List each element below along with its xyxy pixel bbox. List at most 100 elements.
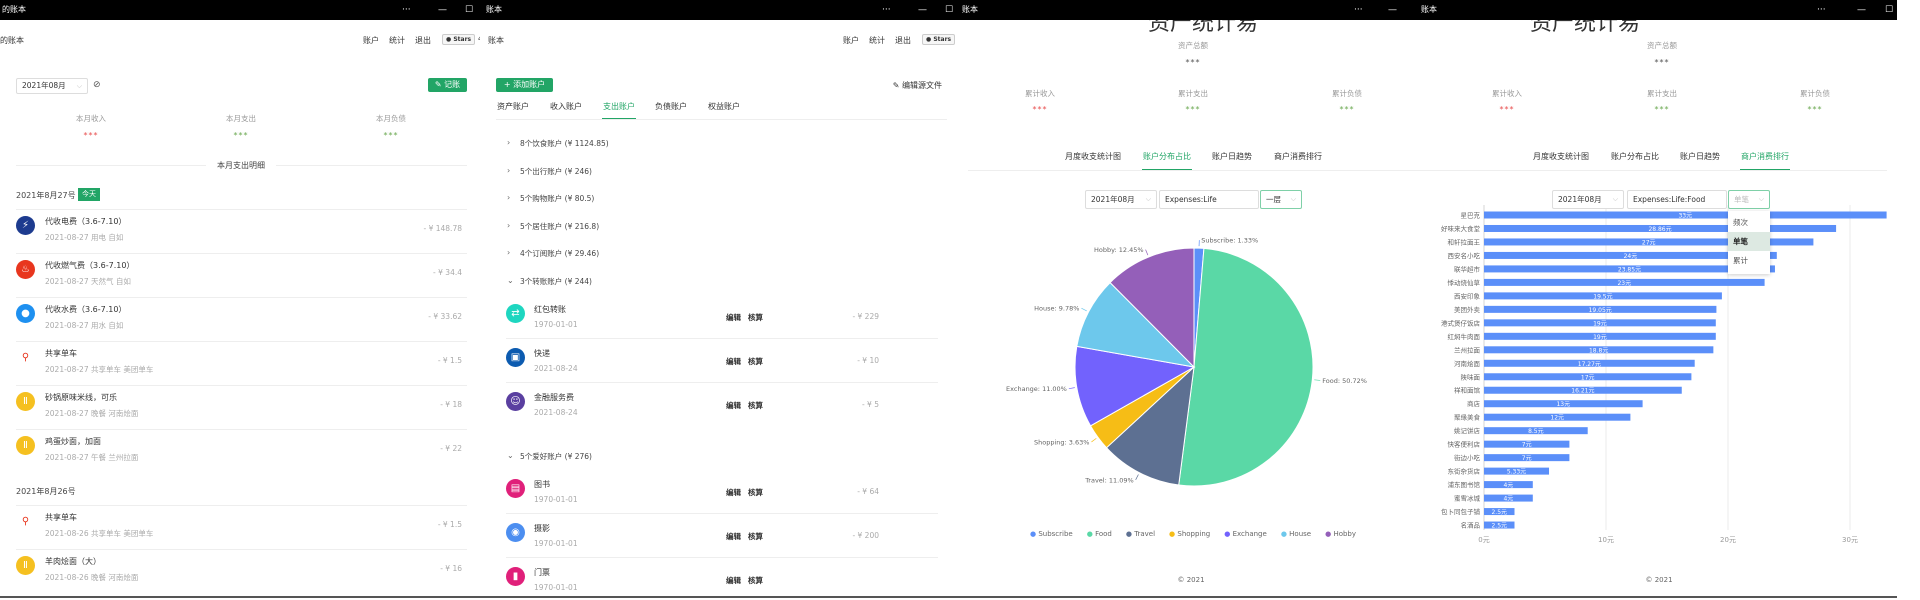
tab-4[interactable]: 权益账户 — [708, 102, 740, 111]
github-stars-button[interactable]: ● Stars — [442, 34, 476, 45]
edit-link[interactable]: 编辑 — [726, 357, 741, 366]
app-title[interactable]: 的账本 — [0, 36, 24, 45]
app-title[interactable]: 账本 — [488, 36, 504, 45]
bar[interactable] — [1484, 224, 1837, 232]
account-group[interactable]: 5个居住账户 (¥ 216.8) — [520, 221, 600, 231]
account-group[interactable]: 5个爱好账户 (¥ 276) — [520, 452, 592, 461]
pie-slice-hobby[interactable] — [1109, 247, 1195, 369]
edit-link[interactable]: 编辑 — [726, 576, 741, 585]
pie-slice-house[interactable] — [1076, 281, 1196, 368]
chart-tab-1[interactable]: 账户分布占比 — [1143, 152, 1191, 161]
bar[interactable] — [1484, 211, 1887, 219]
chart-tab-2[interactable]: 账户日趋势 — [1680, 152, 1720, 161]
transaction-title[interactable]: 代收水费（3.6-7.10） — [45, 305, 127, 314]
nav-stats[interactable]: 统计 — [389, 36, 405, 45]
chart-tab-1[interactable]: 账户分布占比 — [1611, 152, 1659, 161]
chevron-down-icon[interactable]: ⌄ — [507, 451, 514, 460]
nav-logout[interactable]: 退出 — [895, 36, 911, 45]
edit-link[interactable]: 编辑 — [726, 488, 741, 497]
chart-tab-0[interactable]: 月度收支统计图 — [1065, 152, 1121, 161]
nav-logout[interactable]: 退出 — [415, 36, 431, 45]
reconcile-link[interactable]: 核算 — [748, 313, 763, 322]
more-icon[interactable]: ··· — [882, 5, 891, 15]
account-group[interactable]: 3个转账账户 (¥ 244) — [520, 277, 592, 286]
tab-0[interactable]: 资产账户 — [497, 102, 529, 111]
month-select[interactable]: 2021年08月 ⌵ — [16, 78, 88, 94]
bar[interactable] — [1484, 521, 1515, 529]
account-group[interactable]: 5个出行账户 (¥ 246) — [520, 166, 592, 176]
minimize-icon[interactable]: — — [1857, 5, 1866, 15]
bar[interactable] — [1484, 481, 1533, 489]
tab-3[interactable]: 负债账户 — [655, 102, 687, 111]
reconcile-link[interactable]: 核算 — [748, 532, 763, 541]
chart-tab-0[interactable]: 月度收支统计图 — [1533, 152, 1589, 161]
account-name[interactable]: 门票 — [534, 568, 550, 577]
maximize-icon[interactable]: ☐ — [945, 5, 954, 15]
account-input[interactable]: Expenses:Life — [1159, 190, 1259, 209]
transaction-title[interactable]: 共享单车 — [45, 349, 77, 358]
legend-item[interactable]: ● Exchange — [1224, 530, 1267, 538]
account-name[interactable]: 图书 — [534, 480, 550, 489]
account-name[interactable]: 快递 — [534, 349, 550, 358]
mode-option[interactable]: 频次 — [1728, 213, 1770, 232]
minimize-icon[interactable]: — — [438, 5, 447, 15]
chevron-right-icon[interactable]: › — [507, 165, 511, 175]
transaction-title[interactable]: 共享单车 — [45, 513, 77, 522]
minimize-icon[interactable]: — — [918, 5, 927, 15]
transaction-title[interactable]: 鸡蛋炒面，加面 — [45, 437, 101, 446]
bar[interactable] — [1484, 346, 1714, 354]
legend-item[interactable]: ● Hobby — [1325, 530, 1356, 538]
nav-stats[interactable]: 统计 — [869, 36, 885, 45]
maximize-icon[interactable]: ☐ — [1885, 5, 1894, 15]
bar[interactable] — [1484, 238, 1814, 246]
more-icon[interactable]: ··· — [1817, 5, 1826, 15]
reconcile-link[interactable]: 核算 — [748, 401, 763, 410]
bar[interactable] — [1484, 278, 1765, 286]
transaction-title[interactable]: 代收电费（3.6-7.10） — [45, 217, 127, 226]
edit-link[interactable]: 编辑 — [726, 401, 741, 410]
edit-link[interactable]: 编辑 — [726, 532, 741, 541]
mode-option[interactable]: 单笔 — [1728, 232, 1770, 251]
account-input[interactable]: Expenses:Life:Food — [1627, 190, 1727, 209]
level-select[interactable]: 一层 ⌵ — [1260, 190, 1302, 209]
chevron-right-icon[interactable]: › — [507, 248, 511, 258]
legend-item[interactable]: ● Travel — [1126, 530, 1155, 538]
more-icon[interactable]: ··· — [1354, 5, 1363, 15]
pie-slice-exchange[interactable] — [1074, 345, 1196, 427]
bar[interactable] — [1484, 467, 1550, 475]
bar[interactable] — [1484, 427, 1588, 435]
tab-1[interactable]: 收入账户 — [550, 102, 582, 111]
github-stars-button[interactable]: ● Stars — [922, 34, 956, 45]
account-group[interactable]: 4个订阅账户 (¥ 29.46) — [520, 249, 600, 259]
reconcile-link[interactable]: 核算 — [748, 488, 763, 497]
minimize-icon[interactable]: — — [1388, 5, 1397, 15]
transaction-title[interactable]: 羊肉烩面（大） — [45, 557, 101, 566]
maximize-icon[interactable]: ☐ — [465, 5, 474, 15]
bar[interactable] — [1484, 386, 1682, 394]
bar[interactable] — [1484, 400, 1643, 408]
chevron-right-icon[interactable]: › — [507, 193, 511, 203]
tab-2[interactable]: 支出账户 — [603, 102, 635, 111]
chevron-right-icon[interactable]: › — [507, 138, 511, 147]
bar[interactable] — [1484, 373, 1692, 381]
eye-hidden-icon[interactable]: ⊘ — [93, 80, 101, 90]
reconcile-link[interactable]: 核算 — [748, 357, 763, 366]
reconcile-link[interactable]: 核算 — [748, 576, 763, 585]
bar[interactable] — [1484, 454, 1570, 462]
transaction-title[interactable]: 代收燃气费（3.6-7.10） — [45, 261, 135, 270]
pie-slice-travel[interactable] — [1105, 365, 1195, 486]
more-icon[interactable]: ··· — [402, 5, 411, 15]
edit-link[interactable]: 编辑 — [726, 313, 741, 322]
bar[interactable] — [1484, 508, 1515, 516]
mode-option[interactable]: 累计 — [1728, 251, 1770, 270]
legend-item[interactable]: ● Food — [1087, 530, 1112, 538]
chevron-right-icon[interactable]: › — [507, 220, 511, 230]
account-group[interactable]: 5个购物账户 (¥ 80.5) — [520, 194, 595, 204]
bar[interactable] — [1484, 265, 1775, 273]
record-button[interactable]: ✎ 记账 — [428, 78, 467, 92]
account-name[interactable]: 摄影 — [534, 524, 550, 533]
chart-tab-2[interactable]: 账户日趋势 — [1212, 152, 1252, 161]
account-group[interactable]: 8个饮食账户 (¥ 1124.85) — [520, 139, 609, 148]
bar[interactable] — [1484, 440, 1570, 448]
bar[interactable] — [1484, 359, 1695, 367]
